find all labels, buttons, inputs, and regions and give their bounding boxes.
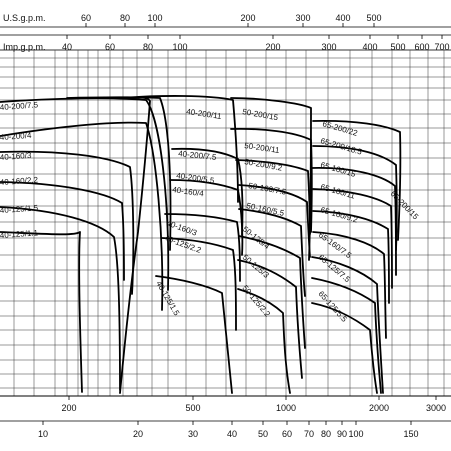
bottom-axis-2-tick-label: 70 bbox=[304, 429, 314, 439]
curve-50-200/9.2 bbox=[230, 127, 313, 233]
curve-label: 50-200/15 bbox=[242, 107, 280, 122]
curve-65-160/15 bbox=[311, 167, 397, 276]
curve-label: 40-200/5.5 bbox=[176, 171, 216, 185]
us-gpm-tick-label: 200 bbox=[240, 13, 255, 23]
curve-label: 65-200/15 bbox=[389, 189, 421, 222]
curve-40-125/1.5 bbox=[155, 275, 233, 394]
imp-gpm-tick-label: 200 bbox=[265, 42, 280, 52]
curve-40-160/4 bbox=[169, 179, 244, 256]
curve-40-125/2.2 bbox=[161, 237, 237, 331]
curve-label: 40-125/1.1 bbox=[0, 228, 39, 240]
curve-40-160/3 bbox=[0, 150, 135, 295]
imp-gpm-tick-label: 60 bbox=[105, 42, 115, 52]
curve-65-200/18.5 bbox=[312, 119, 402, 241]
curve-40-160/3 bbox=[164, 213, 241, 282]
curve-label: 40-160/2.2 bbox=[0, 175, 39, 187]
pump-curves bbox=[0, 95, 402, 394]
curve-label: 65-125/5.5 bbox=[317, 289, 350, 324]
bottom-axis-2-tick-label: 10 bbox=[38, 429, 48, 439]
curve-40-200/11 bbox=[66, 96, 172, 251]
curve-label: 65-200/18.5 bbox=[319, 136, 363, 157]
curve-65-125/4 bbox=[311, 302, 378, 394]
imp-gpm-tick-label: 100 bbox=[172, 42, 187, 52]
curve-label: 65-160/11 bbox=[319, 182, 356, 201]
curve-50-160/5.5 bbox=[238, 184, 311, 258]
bottom-axis-2-tick-label: 20 bbox=[133, 429, 143, 439]
curve-label: 65-160/15 bbox=[319, 160, 357, 179]
curve-label: 40-200/4 bbox=[0, 131, 32, 142]
curve-label: 40-160/3 bbox=[0, 151, 32, 162]
axes: U.S.g.p.m. Imp.g.p.m. 60 80 100 200 300 400 500 4… bbox=[0, 13, 451, 439]
bottom-axis-2-tick-label: 150 bbox=[403, 429, 418, 439]
curve-65-125/7.5 bbox=[311, 256, 384, 394]
curve-50-160/7.5 bbox=[235, 159, 311, 235]
curve-50-125/4 bbox=[238, 208, 306, 297]
curve-65-200/22 bbox=[237, 288, 291, 394]
us-gpm-tick-label: 100 bbox=[147, 13, 162, 23]
imp-gpm-tick-label: 400 bbox=[362, 42, 377, 52]
curve-65-160/7.5 bbox=[312, 231, 387, 339]
curve-50-125/3 bbox=[238, 235, 306, 349]
curve-50-200/15 bbox=[119, 96, 151, 394]
bottom-axis-2-tick-label: 80 bbox=[321, 429, 331, 439]
curve-label: 50-125/3 bbox=[241, 253, 271, 281]
curve-label: 50-200/9.2 bbox=[244, 157, 284, 173]
curve-40-200/4 bbox=[0, 121, 164, 311]
curve-label: 40-200/7.5 bbox=[178, 149, 218, 162]
imp-gpm-tick-label: 300 bbox=[321, 42, 336, 52]
us-gpm-tick-label: 400 bbox=[335, 13, 350, 23]
bottom-axis-2-tick-label: 60 bbox=[282, 429, 292, 439]
bottom-axis-1-tick-label: 1000 bbox=[276, 403, 296, 413]
us-gpm-tick-label: 80 bbox=[120, 13, 130, 23]
us-gpm-axis-title: U.S.g.p.m. bbox=[3, 13, 46, 23]
imp-gpm-tick-label: 500 bbox=[390, 42, 405, 52]
curve-label: 50-160/7.5 bbox=[248, 181, 288, 197]
imp-gpm-tick-label: 40 bbox=[62, 42, 72, 52]
curve-40-200/5.5 bbox=[171, 147, 244, 236]
curve-40-125/1.1 bbox=[0, 231, 83, 393]
curve-40-200/7.5 bbox=[0, 97, 170, 291]
curve-40-125/1.5 bbox=[0, 206, 121, 391]
imp-gpm-tick-label: 80 bbox=[143, 42, 153, 52]
us-gpm-tick-label: 60 bbox=[81, 13, 91, 23]
curve-label: 40-160/4 bbox=[172, 185, 205, 198]
curve-label: 40-200/11 bbox=[186, 107, 223, 121]
curve-label: 40-200/7.5 bbox=[0, 100, 39, 112]
curve-label: 40-125/1.5 bbox=[0, 203, 39, 215]
curve-65-125/5.5 bbox=[311, 277, 382, 394]
grid bbox=[0, 49, 451, 397]
bottom-axis-1-tick-label: 500 bbox=[185, 403, 200, 413]
curve-65-160/9.2 bbox=[312, 210, 390, 304]
curve-50-125/2.2 bbox=[237, 259, 303, 379]
curve-labels: 40-200/7.5 40-200/4 40-160/3 40-160/2.2 40-1… bbox=[0, 100, 420, 324]
bottom-axis-2-tick-label: 30 bbox=[188, 429, 198, 439]
bottom-axis-2-tick-label: 50 bbox=[258, 429, 268, 439]
imp-gpm-tick-label: 700 bbox=[434, 42, 449, 52]
curve-label: 50-160/5.5 bbox=[246, 201, 286, 218]
bottom-axis-1-tick-label: 3000 bbox=[426, 403, 446, 413]
bottom-axis-2-tick-label: 100 bbox=[348, 429, 363, 439]
us-gpm-tick-label: 500 bbox=[366, 13, 381, 23]
bottom-axis-1-tick-label: 2000 bbox=[369, 403, 389, 413]
bottom-axis-1-tick-label: 200 bbox=[61, 403, 76, 413]
us-gpm-tick-label: 300 bbox=[295, 13, 310, 23]
curve-40-200/7.5 bbox=[122, 95, 239, 203]
bottom-axis-2-tick-label: 40 bbox=[227, 429, 237, 439]
curve-40-160/2.2 bbox=[0, 181, 125, 281]
imp-gpm-tick-label: 600 bbox=[414, 42, 429, 52]
bottom-axis-2-tick-label: 90 bbox=[337, 429, 347, 439]
curve-65-160/11 bbox=[312, 188, 393, 289]
imp-gpm-axis-title: Imp.g.p.m. bbox=[3, 42, 46, 52]
